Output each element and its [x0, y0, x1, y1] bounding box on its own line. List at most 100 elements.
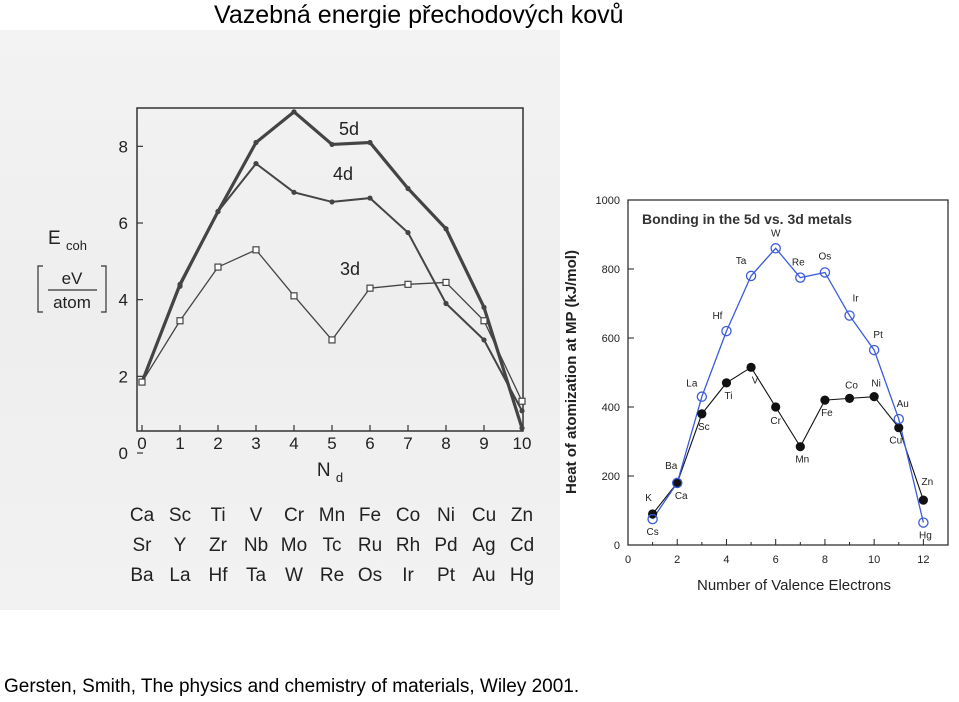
data-point-5d: [671, 477, 683, 489]
element-symbol: Mn: [319, 505, 345, 526]
series-line-5d: [652, 247, 925, 523]
element-symbol: W: [285, 565, 303, 586]
element-symbol: Ba: [130, 565, 154, 586]
x-tick-label: 10: [868, 554, 880, 566]
series-label-5d: 5d: [339, 119, 359, 139]
data-point-5d: [745, 270, 757, 282]
element-symbol: Hg: [510, 565, 534, 586]
data-point-4d: [329, 199, 335, 205]
x-tick-label: 8: [441, 434, 450, 453]
data-point-5d: [329, 141, 335, 148]
x-tick-label: 7: [403, 434, 412, 453]
element-symbol: V: [250, 505, 263, 526]
element-symbol: Sc: [169, 505, 191, 526]
point-label-5d: Hf: [712, 311, 722, 322]
point-label-3d: Co: [845, 380, 858, 391]
y-axis-label: E coh: [48, 228, 87, 253]
data-point-3d: [820, 395, 830, 405]
data-point-4d: [481, 337, 487, 343]
data-point-3d: [894, 423, 904, 433]
x-tick-label: 2: [213, 434, 222, 453]
element-symbol: Zr: [209, 535, 228, 556]
point-label-3d: Cu: [889, 436, 902, 447]
data-point-3d: [138, 378, 146, 386]
y-tick-label: 6: [119, 214, 128, 233]
element-symbol: Mo: [281, 535, 307, 556]
point-label-5d: Ir: [852, 294, 859, 305]
point-label-5d: Au: [897, 399, 909, 410]
data-point-3d: [869, 392, 879, 402]
series-label-4d: 4d: [333, 164, 353, 184]
x-tick-label: 1: [175, 434, 184, 453]
plot-frame: [627, 199, 949, 546]
element-symbol: Y: [174, 535, 187, 556]
data-point-5d: [647, 513, 658, 525]
slide-title: Vazebná energie přechodových kovů: [214, 1, 624, 29]
element-symbol: Co: [396, 505, 420, 526]
data-point-3d: [404, 280, 412, 288]
data-point-3d: [290, 292, 298, 300]
element-symbol: Pt: [437, 565, 456, 586]
x-axis-label: Number of Valence Electrons: [697, 577, 891, 594]
element-symbol: Ir: [402, 565, 414, 586]
y-unit-top: eV: [62, 269, 83, 288]
element-table: Ca Sc Ti V Cr Mn Fe Co Ni Cu Zn Sr Y Zr Nb Mo Tc Ru Rh Pd Ag…: [130, 505, 534, 586]
y-tick-label: 0: [119, 444, 128, 463]
data-point-3d: [697, 409, 707, 419]
data-point-5d: [770, 243, 781, 254]
element-symbol: Cd: [510, 535, 534, 556]
data-point-3d: [252, 246, 260, 254]
element-symbol: Ru: [358, 535, 382, 556]
data-point-3d: [746, 362, 756, 372]
point-label-5d: Ta: [736, 256, 747, 267]
point-label-3d: Sc: [698, 422, 710, 433]
heat-of-atomization-chart: Bonding in the 5d vs. 3d metals 0 2 4 6 8 10 1…: [563, 195, 949, 594]
data-point-5d: [844, 310, 855, 321]
data-point-4d: [177, 283, 183, 289]
point-label-3d: Mn: [795, 455, 809, 466]
element-symbol: Ti: [210, 505, 225, 526]
x-tick-label: 2: [674, 554, 680, 566]
data-point-5d: [868, 344, 880, 356]
point-label-5d: W: [771, 228, 781, 239]
data-point-3d: [844, 393, 855, 403]
x-tick-label: 6: [365, 434, 374, 453]
element-symbol: Os: [358, 565, 382, 586]
element-symbol: Tc: [323, 535, 342, 556]
y-tick-label: 600: [602, 333, 620, 345]
point-label-5d: Pt: [873, 330, 883, 341]
data-point-5d: [819, 267, 831, 278]
x-tick-label: 0: [625, 554, 631, 566]
data-point-3d: [480, 317, 488, 325]
element-symbol: Rh: [396, 535, 420, 556]
chart-title: Bonding in the 5d vs. 3d metals: [642, 211, 852, 227]
data-point-5d: [893, 413, 905, 425]
y-tick-label: 4: [119, 291, 128, 310]
series-line-5d: [140, 109, 524, 429]
point-label-3d: Ca: [675, 491, 688, 502]
data-point-3d: [771, 402, 781, 412]
data-point-5d: [721, 325, 732, 337]
x-axis-label-main: N: [317, 460, 331, 481]
element-symbol: Au: [472, 565, 495, 586]
y-axis-label: Heat of atomization at MP (kJ/mol): [563, 250, 580, 494]
data-point-3d: [518, 397, 526, 405]
data-point-4d: [253, 160, 259, 167]
left-figure-panel: 0 1 2 3 4 5 6 7 8 9 10 0 2 4 6 8 5d 4d 3d E coh eV atom…: [0, 30, 560, 610]
data-point-4d: [519, 408, 525, 414]
y-tick-label: 1000: [596, 195, 620, 207]
element-symbol: Ni: [437, 505, 455, 526]
element-symbol: Cr: [284, 505, 305, 526]
point-label-5d: La: [686, 379, 698, 390]
y-axis-label-sub: coh: [66, 238, 87, 253]
x-tick-label: 5: [327, 434, 336, 453]
point-label-3d: Fe: [821, 408, 833, 419]
series-label-3d: 3d: [340, 259, 360, 279]
series-line-3d: [652, 366, 924, 515]
x-tick-label: 4: [723, 554, 729, 566]
data-point-3d: [176, 317, 184, 325]
x-tick-label: 6: [773, 554, 779, 566]
data-point-3d: [366, 284, 374, 292]
data-point-5d: [367, 139, 373, 146]
cohesive-energy-chart: 0 1 2 3 4 5 6 7 8 9 10 0 2 4 6 8 5d 4d 3d E coh eV atom…: [37, 107, 534, 586]
